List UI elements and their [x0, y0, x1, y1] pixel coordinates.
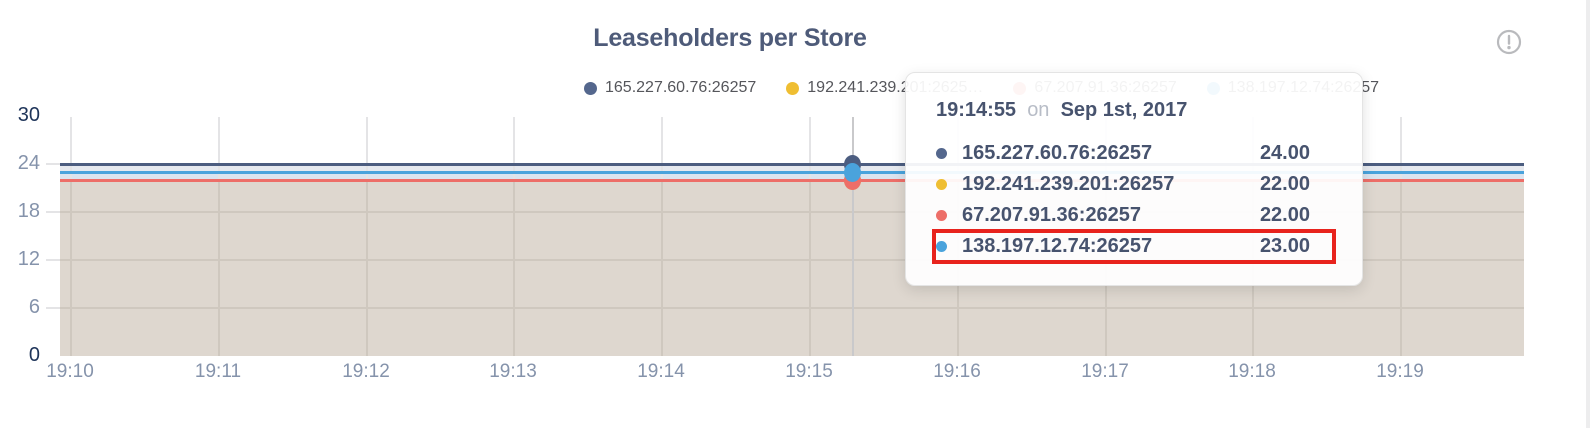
hover-point-3 — [844, 163, 861, 182]
tooltip-rows: 165.227.60.76:26257 24.00 192.241.239.201:… — [936, 140, 1332, 260]
y-tick-label: 0 — [28, 344, 40, 366]
series-line-0 — [60, 163, 1524, 166]
tooltip-row-value: 24.00 — [1259, 142, 1310, 164]
x-tick-label: 19:17 — [1081, 361, 1129, 382]
y-tick-label: 12 — [17, 248, 40, 270]
info-icon-circle — [1496, 29, 1522, 55]
y-gridline-stub — [46, 307, 60, 309]
tooltip-header: 19:14:55 on Sep 1st, 2017 — [936, 99, 1332, 122]
y-gridline — [60, 259, 1524, 261]
legend-item[interactable]: 165.227.60.76:26257 — [584, 79, 756, 97]
y-gridline-stub — [46, 259, 60, 261]
y-tick-label: 18 — [17, 200, 40, 222]
info-icon-exclamation-dot — [1507, 45, 1511, 50]
x-tick-label: 19:18 — [1228, 361, 1276, 382]
tooltip-row-dot — [936, 179, 947, 190]
tooltip-row-dot — [936, 210, 947, 221]
x-gridline — [513, 180, 515, 356]
hover-guideline — [852, 117, 854, 356]
tooltip-row-dot — [936, 148, 947, 159]
x-gridline — [218, 180, 220, 356]
x-gridline — [366, 117, 368, 180]
tooltip-on-word: on — [1027, 99, 1050, 121]
tooltip-row-value: 22.00 — [1259, 204, 1310, 226]
x-gridline — [70, 180, 72, 356]
x-tick-label: 19:16 — [933, 361, 981, 382]
x-gridline — [661, 180, 663, 356]
tooltip-row-highlighted: 138.197.12.74:26257 23.00 — [936, 233, 1332, 260]
x-gridline — [809, 180, 811, 356]
y-gridline-stub — [46, 163, 60, 165]
y-tick-label: 6 — [28, 296, 40, 318]
y-tick-label: 30 — [17, 104, 40, 126]
area-band-23-22 — [60, 172, 1524, 180]
tooltip-row-name: 192.241.239.201:26257 — [962, 173, 1175, 195]
x-tick-label: 19:15 — [785, 361, 833, 382]
tooltip-row-name: 165.227.60.76:26257 — [962, 142, 1153, 164]
tooltip-row-value: 22.00 — [1259, 173, 1310, 195]
x-tick-label: 19:11 — [194, 361, 242, 382]
panel-edge-divider — [1586, 0, 1590, 428]
tooltip-spacer — [1049, 99, 1055, 121]
tooltip-date: Sep 1st, 2017 — [1060, 99, 1188, 121]
series-line-3 — [60, 171, 1524, 174]
tooltip-row: 67.207.91.36:26257 22.00 — [936, 202, 1332, 229]
tooltip-row-name: 67.207.91.36:26257 — [962, 204, 1142, 226]
legend-dot — [786, 81, 800, 95]
x-tick-label: 19:19 — [1376, 361, 1424, 382]
tooltip-row: 165.227.60.76:26257 24.00 — [936, 140, 1332, 167]
x-gridline — [218, 117, 220, 180]
tooltip-row-name: 138.197.12.74:26257 — [962, 235, 1153, 257]
area-band-24-23 — [60, 164, 1524, 172]
x-tick-label: 19:10 — [46, 361, 94, 382]
tooltip-time: 19:14:55 — [936, 99, 1017, 121]
x-tick-label: 19:13 — [489, 361, 537, 382]
y-gridline-stub — [46, 211, 60, 213]
legend-dot — [584, 81, 597, 95]
y-gridline — [60, 211, 1524, 213]
y-tick-label: 24 — [17, 152, 40, 174]
x-gridline — [661, 117, 663, 180]
info-icon[interactable] — [1495, 28, 1523, 56]
chart-title: Leaseholders per Store — [593, 24, 867, 52]
tooltip-row-dot — [936, 241, 947, 252]
x-gridline — [1400, 117, 1402, 180]
x-tick-label: 19:14 — [637, 361, 685, 382]
legend-label: 165.227.60.76:26257 — [605, 79, 757, 96]
x-gridline — [1400, 180, 1402, 356]
x-gridline — [70, 117, 72, 180]
series-line-2 — [60, 179, 1524, 182]
tooltip-row-value: 23.00 — [1259, 235, 1310, 257]
hover-tooltip: 19:14:55 on Sep 1st, 2017 165.227.60.76:… — [905, 72, 1363, 286]
y-gridline — [60, 307, 1524, 309]
tooltip-row: 192.241.239.201:26257 22.00 — [936, 171, 1332, 198]
x-gridline — [513, 117, 515, 180]
x-tick-label: 19:12 — [342, 361, 390, 382]
x-gridline — [809, 117, 811, 180]
x-gridline — [366, 180, 368, 356]
